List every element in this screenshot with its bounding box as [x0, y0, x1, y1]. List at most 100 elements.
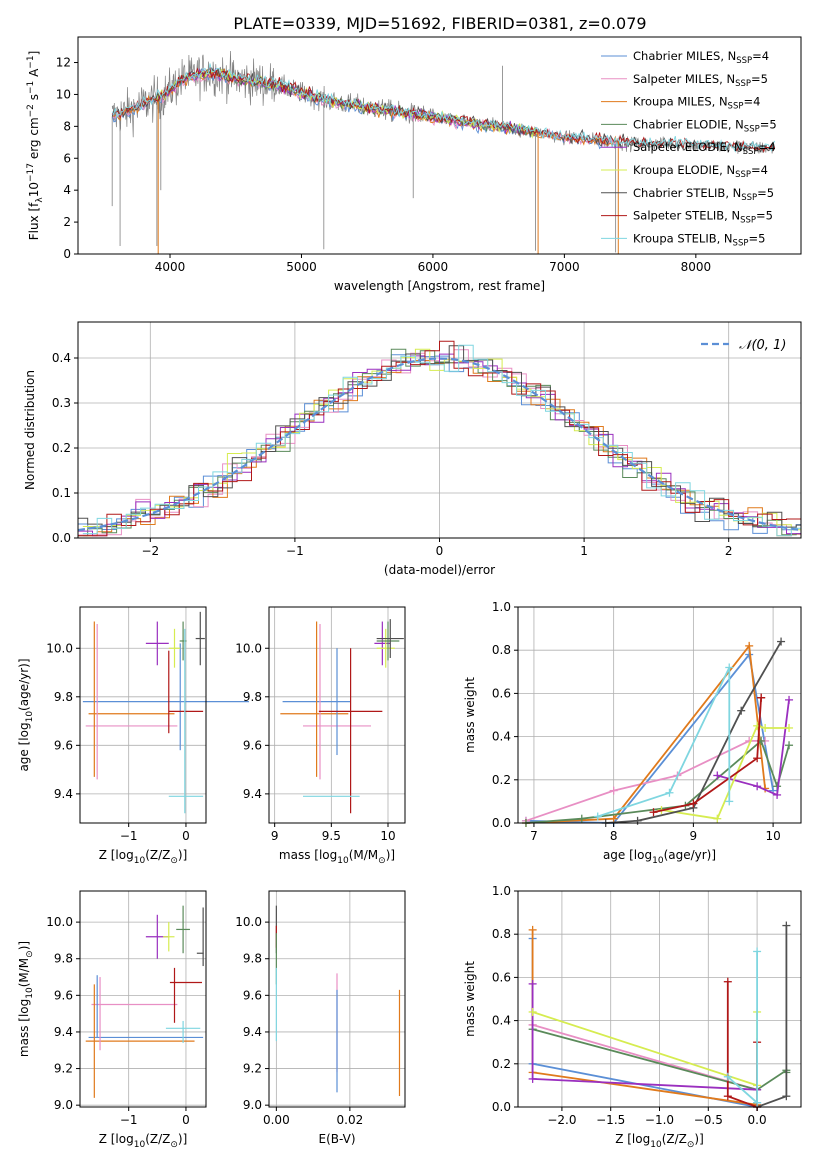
mass-vs-metallicity-panel: −1 09.09.29.49.69.810.0Z [log10(Z/Z⊙)]mas…: [17, 890, 207, 1150]
label-part: −2: [26, 104, 36, 117]
label-part: 10: [25, 711, 35, 723]
legend-label-tail: =5: [751, 72, 768, 86]
legend-label-tail: =4: [759, 140, 776, 154]
spectrum-lines: [111, 50, 776, 254]
label-part: )]: [386, 848, 395, 862]
y-tick-label: 1.0: [492, 600, 511, 614]
x-axis-label: (data-model)/error: [384, 563, 495, 577]
y-tick-label: 0.2: [492, 773, 511, 787]
x-tick-label: 0: [436, 544, 444, 558]
x-tick-label: 0.00: [263, 1113, 290, 1127]
series-line-salpeter_elodie: [717, 699, 790, 797]
model-spectrum-kroupa_stelib: [111, 63, 776, 153]
y-axis-label: mass [log10(M/M⊙)]: [17, 941, 35, 1057]
x-tick-label: 10: [380, 829, 395, 843]
label-part: ⊙: [170, 1140, 178, 1150]
legend-label-tail: =5: [756, 209, 773, 223]
legend-label-name: Salpeter MILES, N: [633, 72, 735, 86]
y-tick-label: 10: [56, 87, 71, 101]
label-part: −17: [26, 163, 36, 182]
y-tick-label: 9.8: [54, 952, 73, 966]
y-tick-label: 0.2: [52, 441, 71, 455]
x-tick-label: 7000: [549, 260, 580, 274]
legend-label-name: Kroupa STELIB, N: [633, 231, 733, 245]
y-tick-label: 1.0: [492, 884, 511, 898]
label-part: ⊙: [170, 856, 178, 866]
series-line-salpeter_stelib: [653, 697, 762, 814]
label-part: mass [log: [279, 848, 337, 862]
y-tick-label: 8: [63, 119, 71, 133]
legend-label-sub: SSP: [744, 124, 760, 134]
y-tick-label: 9.0: [54, 1098, 73, 1112]
y-tick-label: 9.4: [54, 787, 73, 801]
x-tick-label: 4000: [155, 260, 186, 274]
label-part: ⊙: [25, 950, 35, 958]
x-tick-label: 9: [690, 829, 698, 843]
label-part: (Z/Z: [662, 1132, 687, 1146]
legend-label-name: Chabrier MILES, N: [633, 49, 736, 63]
y-tick-label: 4: [63, 183, 71, 197]
x-axis-label: age [log10(age/yr)]: [603, 848, 716, 866]
label-part: (M/M: [17, 958, 31, 987]
y-tick-label: 0: [63, 247, 71, 261]
x-axis-label: E(B-V): [318, 1132, 355, 1146]
y-tick-label: 10.0: [46, 915, 73, 929]
y-axis-label: Normed distribution: [23, 370, 37, 490]
y-tick-label: 9.6: [243, 988, 262, 1002]
x-tick-label: 8: [610, 829, 618, 843]
y-axis-label: mass weight: [463, 677, 477, 753]
label-part: (Z/Z: [145, 1132, 170, 1146]
legend-label-sub: SSP: [741, 193, 757, 203]
series-line-kroupa_elodie: [532, 1011, 758, 1087]
y-tick-label: 9.2: [54, 1062, 73, 1076]
x-tick-label: 7: [530, 829, 538, 843]
axes-frame: [79, 606, 207, 824]
axes-frame: [79, 890, 207, 1108]
x-tick-label: 10: [765, 829, 780, 843]
label-part: ⊙: [687, 1140, 695, 1150]
y-tick-label: 9.6: [54, 988, 73, 1002]
legend-label: Salpeter ELODIE, NSSP=4: [633, 140, 776, 157]
x-tick-label: −1.5: [596, 1113, 625, 1127]
residuals-panel: −2 −1 0 1 2 0.0 0.1 0.2 0.3 0.4 (data-model)/error…: [23, 321, 802, 577]
axes-frame: [268, 890, 406, 1108]
legend-label-tail: =5: [748, 231, 765, 245]
y-tick-label: 9.8: [243, 690, 262, 704]
x-tick-label: −2.0: [547, 1113, 576, 1127]
legend-label-tail: =4: [752, 49, 769, 63]
x-tick-label: 8000: [681, 260, 712, 274]
y-tick-label: 9.4: [243, 787, 262, 801]
label-part: (age/yr)]: [664, 848, 716, 862]
histogram-chabrier_stelib: [78, 345, 801, 528]
y-tick-label: 9.6: [243, 738, 262, 752]
figure-title: PLATE=0339, MJD=51692, FIBERID=0381, z=0…: [233, 14, 646, 33]
legend-label-name: Salpeter STELIB, N: [633, 209, 740, 223]
y-tick-label: 6: [63, 151, 71, 165]
y-axis-label: age [log10(age/yr)]: [17, 658, 35, 771]
legend-label-name: Salpeter ELODIE, N: [633, 140, 743, 154]
y-tick-label: 0.6: [492, 686, 511, 700]
age-vs-metallicity-panel: −1 09.49.69.810.0Z [log10(Z/Z⊙)]age [log1…: [17, 606, 249, 866]
axes-frame: [517, 606, 802, 824]
legend-label-sub: SSP: [733, 238, 749, 248]
label-part: ]: [27, 51, 41, 56]
x-tick-label: 5000: [286, 260, 317, 274]
label-part: (M/M: [349, 848, 378, 862]
x-tick-label: −1: [286, 544, 304, 558]
legend-label: Chabrier MILES, NSSP=4: [633, 49, 769, 66]
y-tick-label: 9.0: [243, 1098, 262, 1112]
x-tick-label: 1: [580, 544, 588, 558]
y-tick-label: 0.8: [492, 927, 511, 941]
legend-label-name: Kroupa ELODIE, N: [633, 163, 735, 177]
x-axis-label: Z [log10(Z/Z⊙)]: [615, 1132, 704, 1150]
x-tick-label: 6000: [418, 260, 449, 274]
label-part: mass [log: [17, 999, 31, 1057]
legend-label-tail: =5: [760, 117, 777, 131]
y-axis-label: mass weight: [463, 961, 477, 1037]
legend-label-sub: SSP: [735, 79, 751, 89]
label-part: −1: [26, 81, 36, 94]
x-axis-label: Z [log10(Z/Z⊙)]: [99, 1132, 188, 1150]
label-part: 10: [337, 856, 349, 866]
series-line-kroupa_stelib: [597, 667, 731, 818]
legend-label: Chabrier ELODIE, NSSP=5: [633, 117, 777, 134]
